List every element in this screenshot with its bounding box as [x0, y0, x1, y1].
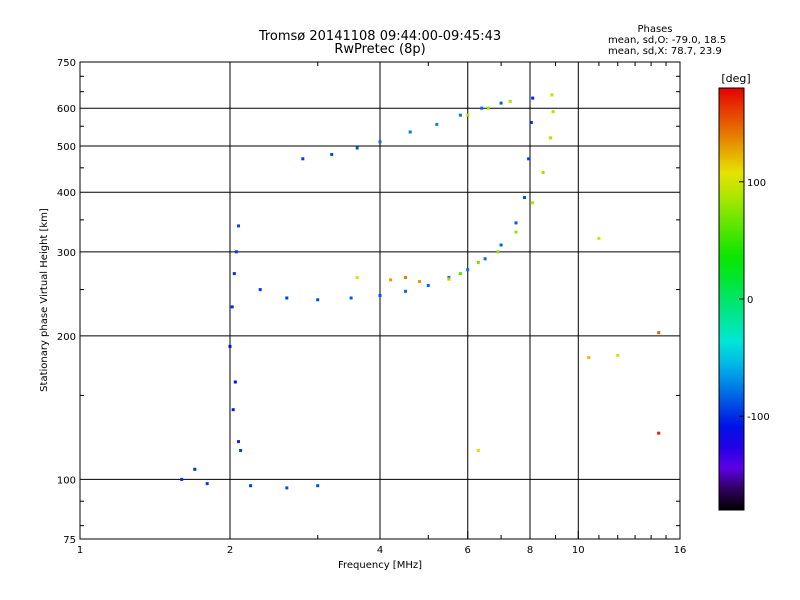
data-point: [231, 408, 235, 412]
data-point: [418, 280, 421, 283]
stats-heading: Phases: [637, 24, 672, 35]
x-tick-label: 6: [465, 545, 471, 556]
data-point: [285, 486, 289, 490]
data-point: [616, 353, 620, 357]
data-point: [205, 482, 209, 486]
data-point: [447, 276, 451, 279]
data-point: [404, 289, 407, 293]
data-point: [378, 294, 382, 297]
y-tick-label: 75: [63, 535, 76, 546]
data-point: [527, 157, 531, 161]
data-point: [232, 272, 236, 276]
data-point: [508, 99, 512, 103]
data-point: [486, 106, 490, 110]
data-point: [349, 296, 353, 300]
stats-o-line: mean, sd,O: -79.0, 18.5: [608, 35, 726, 46]
data-point: [483, 257, 487, 261]
data-point: [228, 344, 232, 348]
data-point: [549, 136, 553, 140]
colorbar: 100 0 -100: [718, 87, 770, 511]
data-point: [499, 243, 503, 247]
data-point: [355, 276, 359, 279]
y-axis-label: Stationary phase Virtual Height [km]: [39, 208, 50, 392]
data-point: [480, 106, 484, 110]
y-tick-label: 500: [57, 142, 76, 153]
colorbar-tick-label: 100: [747, 178, 766, 189]
data-point: [435, 122, 439, 126]
colorbar-tick-label: 0: [747, 295, 753, 306]
y-tick-label: 300: [57, 248, 76, 259]
data-point: [447, 277, 451, 281]
data-point: [233, 380, 237, 384]
y-tick-label: 600: [57, 104, 76, 115]
data-point: [523, 196, 526, 199]
data-point: [476, 449, 480, 452]
data-point: [301, 157, 305, 161]
data-point: [529, 121, 533, 124]
data-point: [330, 153, 334, 156]
data-point: [237, 440, 240, 444]
data-point: [466, 268, 470, 272]
y-tick-label: 750: [57, 58, 76, 69]
x-tick-label: 8: [527, 545, 533, 556]
data-point: [551, 110, 555, 114]
data-point: [466, 113, 470, 117]
data-point: [389, 278, 393, 282]
chart-title: Tromsø 20141108 09:44:00-09:45:43: [258, 29, 501, 44]
data-point: [404, 276, 407, 279]
data-point: [550, 93, 554, 97]
x-tick-label: 2: [227, 545, 233, 556]
stats-x-line: mean, sd,X: 78.7, 23.9: [608, 46, 722, 57]
data-point: [657, 331, 661, 335]
data-point: [458, 272, 462, 276]
data-point: [514, 230, 518, 234]
data-point: [249, 484, 253, 488]
data-point: [378, 140, 382, 144]
x-axis-label: Frequency [MHz]: [338, 560, 422, 571]
data-point: [316, 484, 320, 488]
data-point: [531, 96, 535, 100]
data-point: [234, 250, 238, 254]
data-point: [514, 221, 518, 225]
data-point: [476, 260, 480, 264]
colorbar-label: [deg]: [721, 72, 750, 85]
data-point: [180, 477, 184, 481]
data-point: [657, 431, 661, 435]
data-point: [237, 224, 240, 228]
data-point: [496, 250, 500, 254]
y-tick-label: 200: [57, 332, 76, 343]
x-tick-label: 10: [572, 545, 585, 556]
y-tick-label: 400: [57, 188, 76, 199]
data-point: [239, 449, 243, 452]
data-point: [541, 171, 545, 174]
chart-subtitle: RwPretec (8p): [334, 42, 425, 57]
data-point: [230, 305, 234, 309]
data-point: [258, 288, 262, 292]
data-point: [193, 467, 197, 471]
data-point: [458, 113, 462, 117]
data-point: [499, 101, 503, 105]
colorbar-tick-label: -100: [747, 412, 770, 423]
x-tick-label: 4: [377, 545, 383, 556]
data-point: [531, 201, 535, 205]
x-tick-label: 16: [674, 545, 687, 556]
data-point: [408, 130, 412, 134]
plot-area: 1 2 4 6 8 10 16 75 100 200 300 400 500 600 750: [57, 58, 686, 556]
data-point: [587, 356, 591, 360]
data-point: [316, 298, 320, 302]
x-tick-label: 1: [77, 545, 83, 556]
y-tick-label: 100: [57, 475, 76, 486]
data-point: [285, 296, 289, 300]
data-point: [597, 236, 601, 240]
data-point: [355, 146, 359, 150]
data-point: [426, 284, 430, 287]
